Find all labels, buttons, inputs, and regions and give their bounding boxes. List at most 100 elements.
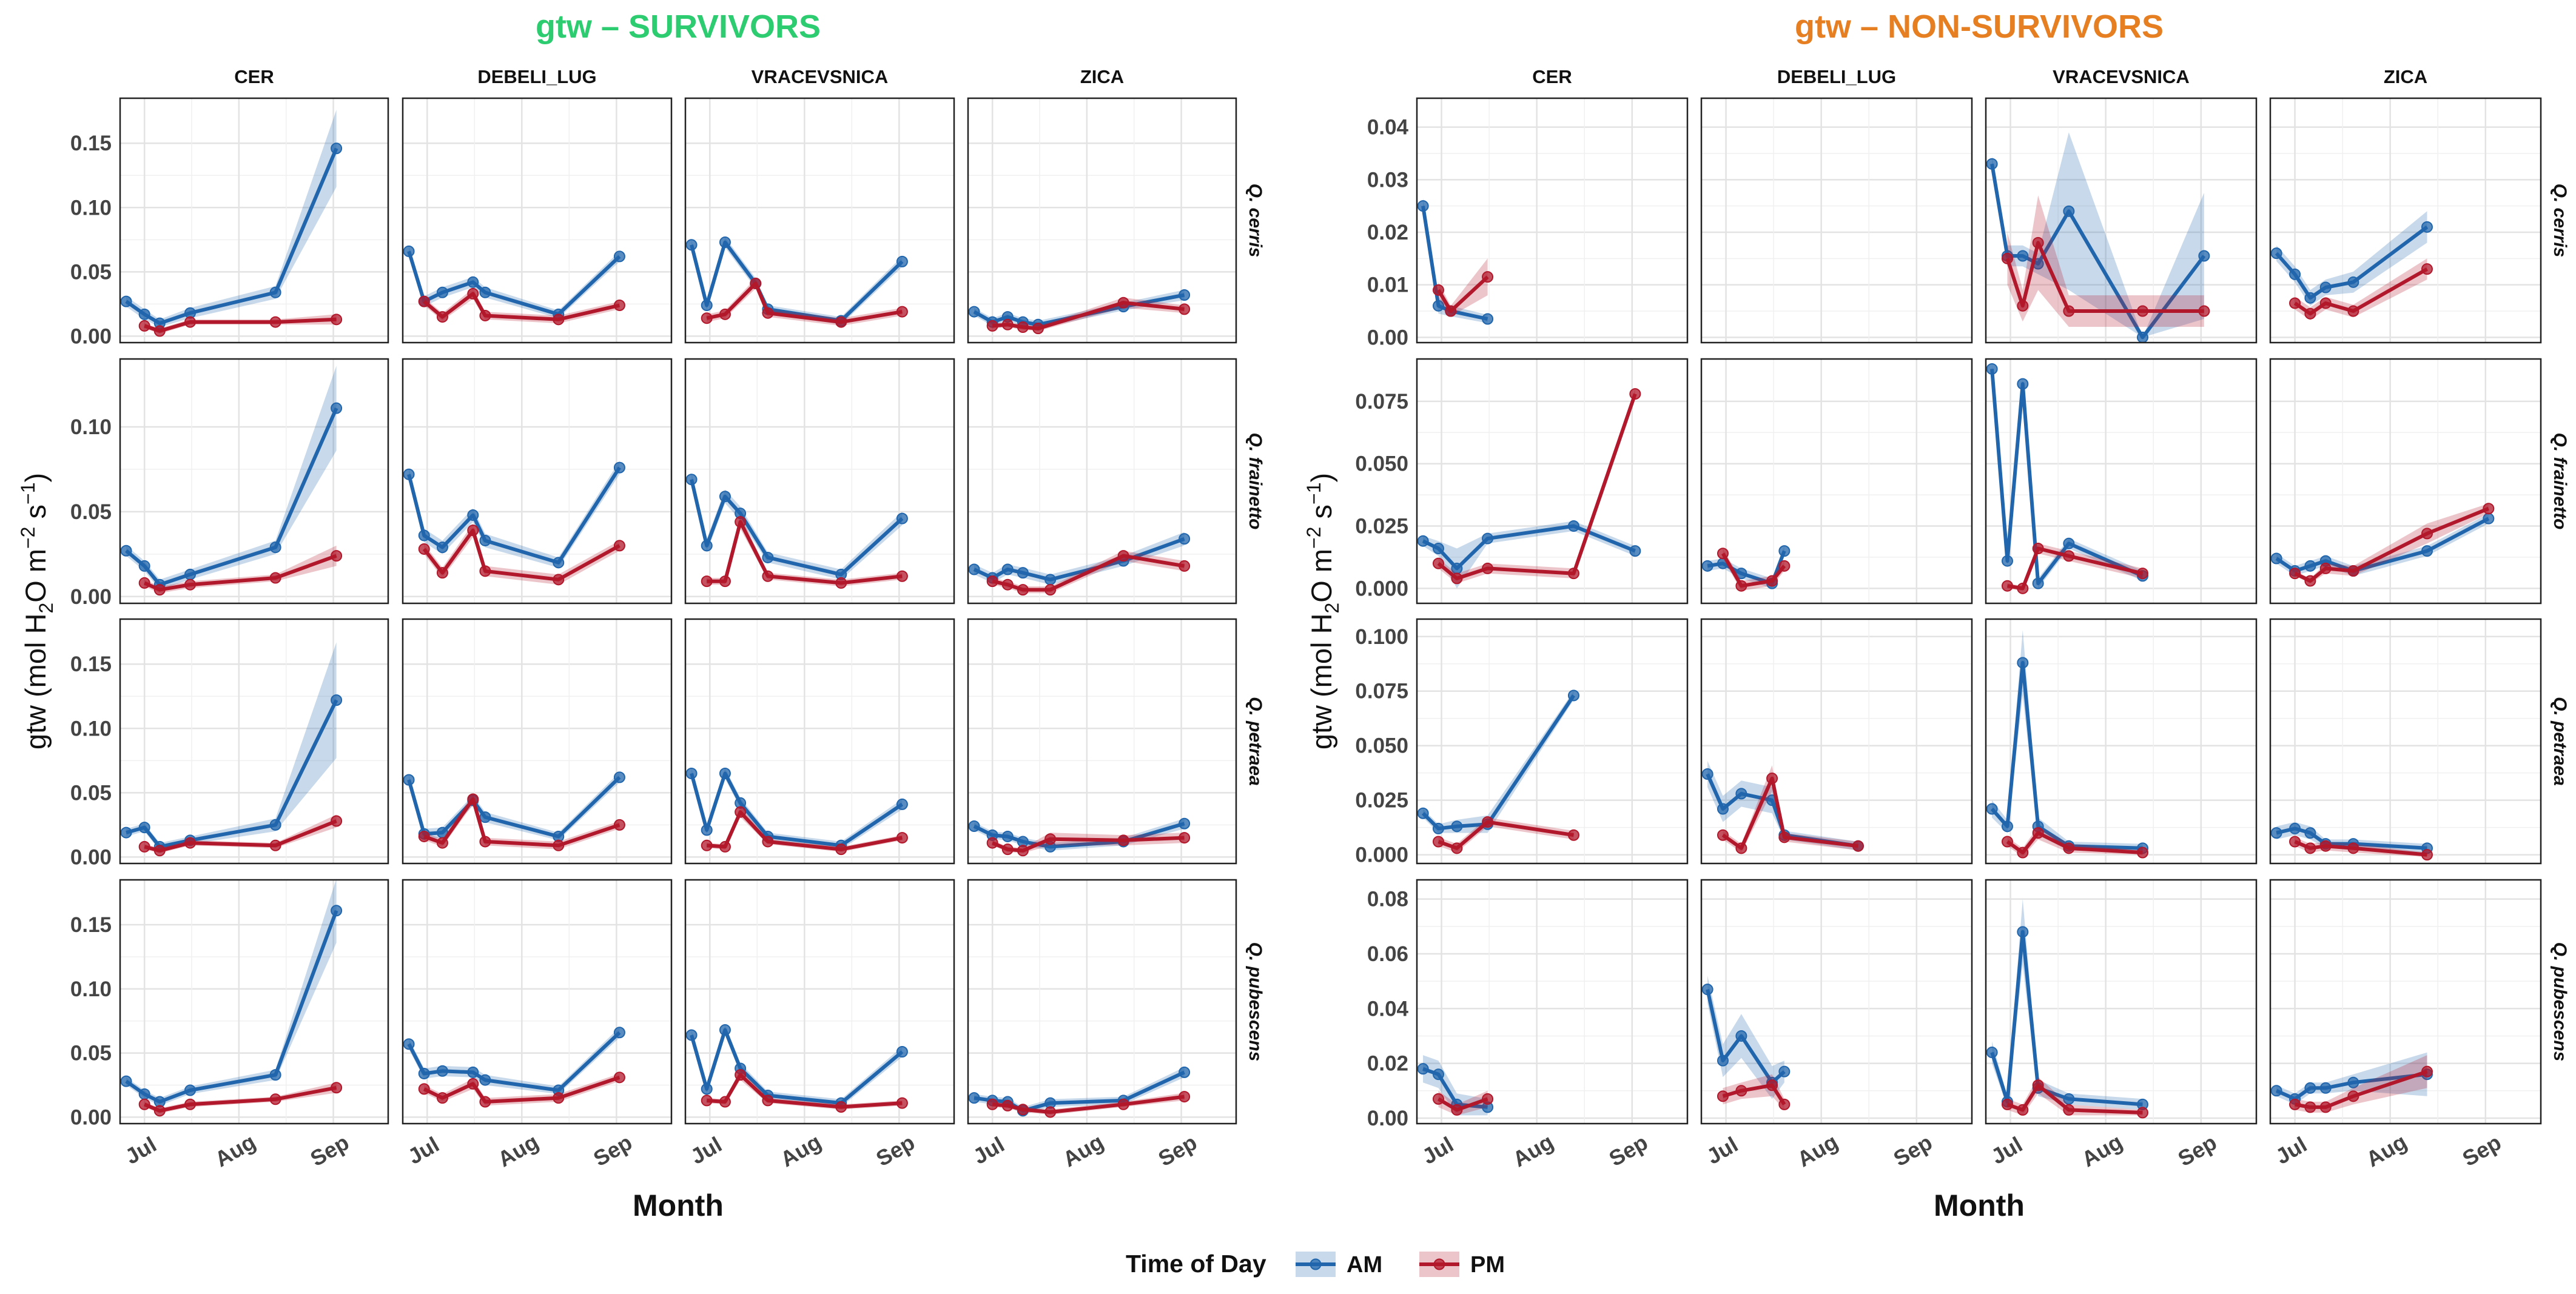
pm-point <box>467 1078 479 1090</box>
pm-point <box>153 325 166 337</box>
am-point <box>1417 1063 1429 1075</box>
am-point <box>2063 1093 2075 1105</box>
pm-point <box>701 575 713 588</box>
panel-border <box>1416 358 1689 605</box>
am-point <box>479 811 491 823</box>
x-tick-label: Sep <box>589 1130 636 1172</box>
pm-point <box>2017 1104 2029 1116</box>
row-label: Q. cerris <box>2550 184 2570 258</box>
legend-key-point <box>1433 1258 1445 1270</box>
am-point <box>2017 657 2029 669</box>
pm-point <box>1432 557 1444 569</box>
am-point <box>1179 1066 1191 1078</box>
pm-point <box>153 845 166 857</box>
pm-point <box>1179 560 1191 572</box>
am-point <box>1179 533 1191 545</box>
am-point <box>968 820 980 832</box>
am-point <box>613 771 625 783</box>
survivors-chart: gtw – SURVIVORS CER DEBELI_LUG VRACEVSNICA Z… <box>17 8 1265 1222</box>
y-axis-label-part: s <box>1305 505 1337 527</box>
pm-point <box>1717 829 1729 841</box>
column-label: CER <box>234 66 274 87</box>
pm-point <box>2289 836 2301 848</box>
y-tick-label: 0.04 <box>1367 997 1409 1021</box>
panel-border <box>2269 358 2542 605</box>
y-axis-label-part: −1 <box>17 482 39 504</box>
panel: Jul Aug Sep <box>684 879 955 1172</box>
y-tick-label: 0.05 <box>70 260 112 284</box>
pm-point <box>1451 1104 1463 1116</box>
pm-point <box>1778 560 1791 572</box>
am-point <box>719 491 731 503</box>
am-point <box>436 286 448 298</box>
am-point <box>685 1029 698 1041</box>
panel-border <box>402 618 673 865</box>
pm-point <box>762 570 774 582</box>
pm-point <box>2289 297 2301 309</box>
am-point <box>269 819 281 831</box>
am-point <box>467 1066 479 1078</box>
pm-point <box>184 316 197 328</box>
y-tick-label: 0.025 <box>1355 789 1408 813</box>
y-tick-label: 0.075 <box>1355 390 1408 414</box>
y-tick-label: 0.02 <box>1367 1052 1408 1076</box>
am-series-line <box>1421 206 1488 321</box>
pm-point <box>2304 575 2316 587</box>
am-point <box>403 245 415 257</box>
panel-border <box>1416 618 1689 865</box>
panel <box>1985 97 2258 344</box>
am-point <box>331 142 343 155</box>
am-point <box>896 255 908 267</box>
am-point <box>2270 1085 2282 1097</box>
pm-series-line <box>1721 552 1786 588</box>
x-tick-label: Aug <box>1793 1129 1842 1172</box>
panel-border <box>2269 879 2542 1125</box>
y-axis-label-part: ) <box>19 473 52 483</box>
pm-point <box>1117 550 1129 562</box>
pm-point <box>1179 832 1191 844</box>
am-series-line <box>690 771 904 848</box>
row-label: Q. frainetto <box>2550 432 2570 529</box>
pm-point <box>1432 284 1444 296</box>
am-point <box>1778 1065 1791 1078</box>
am-point <box>436 1065 448 1077</box>
panel <box>684 358 955 605</box>
y-tick-label: 0.06 <box>1367 942 1408 966</box>
pm-point <box>418 543 430 555</box>
panel: Jul Aug Sep <box>1700 879 1973 1172</box>
panel-border <box>1985 97 2258 344</box>
pm-point <box>2319 297 2332 309</box>
panel-border <box>684 358 955 605</box>
am-point <box>1986 158 1998 170</box>
x-tick-label: Sep <box>872 1130 919 1172</box>
am-point <box>2289 822 2301 834</box>
am-point <box>269 286 281 298</box>
x-tick-label: Jul <box>403 1131 443 1169</box>
pm-point <box>1017 845 1029 857</box>
am-point <box>1417 535 1429 547</box>
pm-point <box>613 299 625 311</box>
x-tick-label: Sep <box>2458 1130 2506 1172</box>
am-point <box>1017 567 1029 579</box>
am-point <box>2017 926 2029 938</box>
y-tick-label: 0.00 <box>1367 1107 1408 1130</box>
panel <box>402 358 673 605</box>
am-point <box>1451 820 1463 833</box>
am-point <box>184 1084 197 1096</box>
pm-point <box>138 1098 150 1110</box>
pm-point <box>1717 1090 1729 1102</box>
am-point <box>331 402 343 414</box>
pm-point <box>1032 323 1044 335</box>
pm-point <box>1001 318 1014 330</box>
am-point <box>138 822 150 834</box>
am-ci-band <box>409 246 620 318</box>
pm-point <box>1001 578 1014 591</box>
pm-point <box>138 320 150 332</box>
am-point <box>719 1024 731 1036</box>
pm-point <box>418 295 430 307</box>
am-series-line <box>1421 694 1575 831</box>
am-point <box>1482 313 1494 325</box>
pm-point <box>2001 580 2013 592</box>
pm-point <box>1735 842 1747 854</box>
pm-series-line <box>2005 241 2204 313</box>
